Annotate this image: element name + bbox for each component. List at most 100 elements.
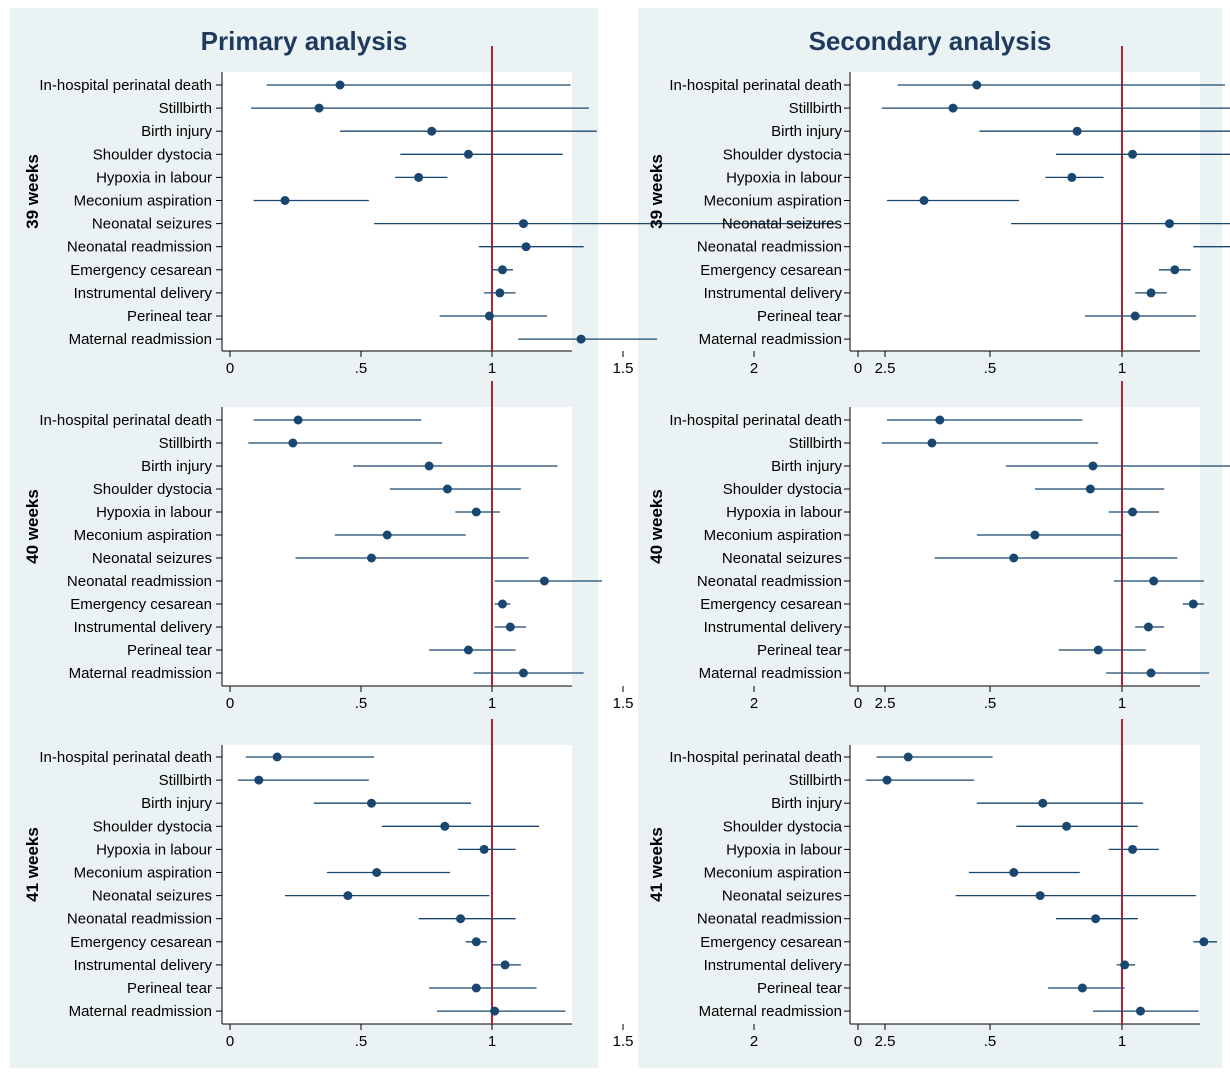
outcome-label: Instrumental delivery — [74, 957, 213, 974]
x-tick-label: 2.5 — [875, 1033, 896, 1050]
point-estimate — [518, 219, 528, 229]
point-estimate — [1143, 622, 1153, 632]
point-estimate — [1170, 265, 1180, 275]
outcome-label: Perineal tear — [757, 642, 842, 659]
outcome-label: Neonatal seizures — [722, 216, 842, 233]
point-estimate — [427, 126, 437, 136]
point-estimate — [471, 507, 481, 517]
outcome-label: Stillbirth — [789, 435, 842, 452]
x-tick-label: 0 — [854, 360, 862, 377]
x-tick-label: 0 — [226, 695, 234, 712]
point-estimate — [1188, 599, 1198, 609]
outcome-label: Neonatal seizures — [92, 550, 212, 567]
x-tick-label: 0 — [226, 1033, 234, 1050]
x-tick-label: .5 — [355, 1033, 368, 1050]
y-axis-label: 41 weeks — [647, 827, 666, 902]
outcome-label: Neonatal readmission — [697, 573, 842, 590]
point-estimate — [1062, 821, 1072, 831]
outcome-label: Instrumental delivery — [704, 285, 843, 302]
x-tick-label: 2.5 — [875, 695, 896, 712]
point-estimate — [1146, 288, 1156, 298]
x-tick-label: 1 — [488, 1033, 496, 1050]
point-estimate — [521, 242, 531, 252]
outcome-label: In-hospital perinatal death — [669, 749, 842, 766]
point-estimate — [576, 334, 586, 344]
x-tick-label: 2 — [750, 695, 758, 712]
y-axis-label: 40 weeks — [647, 489, 666, 564]
outcome-label: Perineal tear — [757, 980, 842, 997]
x-tick-label: 0 — [854, 1033, 862, 1050]
x-tick-label: .5 — [355, 695, 368, 712]
point-estimate — [539, 576, 549, 586]
outcome-label: Shoulder dystocia — [93, 481, 213, 498]
point-estimate — [935, 415, 945, 425]
y-axis-label: 39 weeks — [647, 154, 666, 229]
forest-plot-3: 0.511.522.5In-hospital perinatal deathSt… — [647, 381, 1230, 712]
point-estimate — [471, 983, 481, 993]
x-tick-label: 2 — [750, 360, 758, 377]
point-estimate — [1128, 149, 1138, 159]
point-estimate — [1146, 668, 1156, 678]
point-estimate — [948, 103, 958, 113]
outcome-label: Meconium aspiration — [704, 527, 842, 544]
outcome-label: Emergency cesarean — [700, 596, 842, 613]
outcome-label: Meconium aspiration — [704, 865, 842, 882]
point-estimate — [518, 668, 528, 678]
point-estimate — [1199, 937, 1209, 947]
x-tick-label: 2 — [750, 1033, 758, 1050]
outcome-label: Instrumental delivery — [74, 619, 213, 636]
point-estimate — [456, 914, 466, 924]
outcome-label: Emergency cesarean — [70, 262, 212, 279]
outcome-label: Birth injury — [141, 123, 212, 140]
outcome-label: In-hospital perinatal death — [669, 77, 842, 94]
point-estimate — [1088, 461, 1098, 471]
outcome-label: Neonatal seizures — [722, 888, 842, 905]
outcome-label: Birth injury — [771, 795, 842, 812]
x-tick-label: 1 — [1118, 360, 1126, 377]
x-tick-label: 1.5 — [613, 695, 634, 712]
point-estimate — [1120, 960, 1130, 970]
y-axis-label: 40 weeks — [23, 489, 42, 564]
x-tick-label: .5 — [355, 360, 368, 377]
point-estimate — [343, 891, 353, 901]
point-estimate — [1009, 553, 1019, 563]
outcome-label: Maternal readmission — [69, 665, 212, 682]
point-estimate — [495, 288, 505, 298]
outcome-label: Meconium aspiration — [74, 193, 212, 210]
point-estimate — [424, 461, 434, 471]
outcome-label: Neonatal readmission — [67, 239, 212, 256]
outcome-label: Instrumental delivery — [704, 957, 843, 974]
point-estimate — [1128, 507, 1138, 517]
point-estimate — [272, 752, 282, 762]
point-estimate — [1135, 1006, 1145, 1016]
outcome-label: Perineal tear — [127, 642, 212, 659]
point-estimate — [972, 80, 982, 90]
outcome-label: Emergency cesarean — [70, 934, 212, 951]
plot-area — [850, 407, 1200, 686]
point-estimate — [293, 415, 303, 425]
point-estimate — [372, 868, 382, 877]
outcome-label: Stillbirth — [159, 100, 212, 117]
point-estimate — [927, 438, 937, 448]
primary-analysis-title: Primary analysis — [200, 26, 408, 56]
x-tick-label: 0 — [226, 360, 234, 377]
outcome-label: Birth injury — [771, 458, 842, 475]
point-estimate — [280, 196, 290, 205]
point-estimate — [1165, 219, 1175, 229]
plot-area — [850, 745, 1200, 1024]
point-estimate — [1128, 844, 1138, 854]
point-estimate — [1067, 172, 1077, 182]
outcome-label: Neonatal seizures — [722, 550, 842, 567]
outcome-label: Stillbirth — [159, 772, 212, 789]
point-estimate — [1072, 126, 1082, 136]
outcome-label: Meconium aspiration — [704, 193, 842, 210]
outcome-label: In-hospital perinatal death — [669, 412, 842, 429]
x-tick-label: 2.5 — [875, 360, 896, 377]
x-tick-label: .5 — [984, 695, 997, 712]
point-estimate — [471, 937, 481, 947]
outcome-label: Hypoxia in labour — [96, 504, 212, 521]
outcome-label: Emergency cesarean — [700, 934, 842, 951]
point-estimate — [366, 553, 376, 563]
point-estimate — [288, 438, 298, 448]
